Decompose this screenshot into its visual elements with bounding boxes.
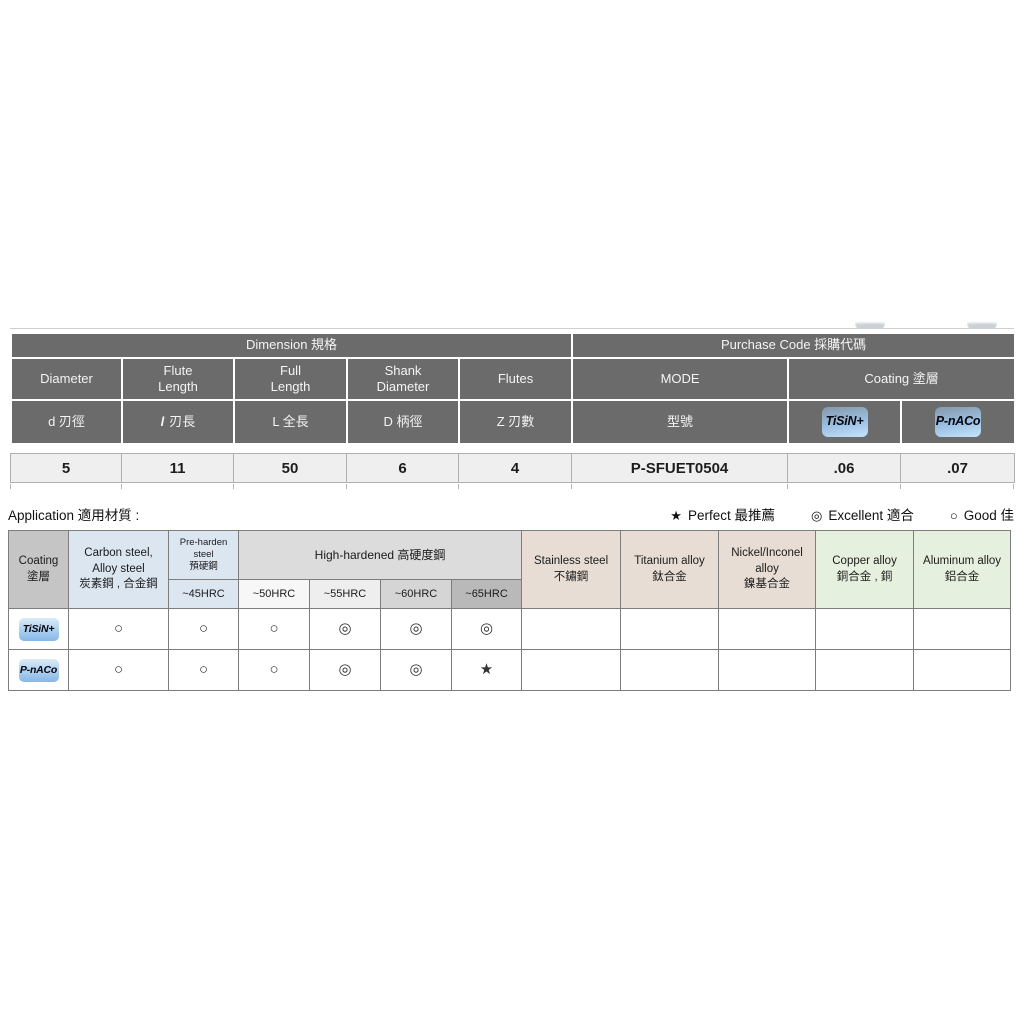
symbol-flute-length: l 刃長	[121, 399, 235, 445]
app-cell	[815, 608, 915, 650]
app-header-aluminum-alloy: Aluminum alloy 鋁合金	[913, 530, 1012, 609]
col-header-full-length: Full Length	[233, 357, 348, 401]
app-header-carbon-steel: Carbon steel, Alloy steel 炭素鋼 , 合金鋼	[68, 530, 169, 609]
app-cell: ★	[450, 649, 523, 691]
app-header-stainless-steel: Stainless steel 不鏽鋼	[521, 530, 622, 609]
purchase-code-group-header: Purchase Code 採購代碼	[571, 332, 1017, 359]
app-header-coating: Coating 塗層	[8, 530, 69, 609]
value-full-length: 50	[233, 453, 347, 483]
app-header-titanium-alloy: Titanium alloy 鈦合金	[620, 530, 720, 609]
application-section-title: Application 適用材質 :	[8, 508, 140, 523]
app-cell: ◎	[380, 608, 452, 650]
app-header-50hrc: ~50HRC	[238, 579, 310, 609]
app-header-preharden-steel: Pre-harden steel 預硬鋼	[168, 530, 239, 580]
pnaco-badge: P-nACo	[18, 658, 59, 682]
symbol-mode: 型號	[571, 399, 790, 445]
app-cell	[913, 649, 1012, 691]
app-cell	[718, 608, 817, 650]
app-cell: ○	[68, 608, 169, 650]
app-cell	[620, 649, 720, 691]
value-shank-diameter: 6	[346, 453, 459, 483]
tisin-badge-cell: TiSiN+	[787, 399, 903, 445]
app-cell	[521, 649, 622, 691]
value-flute-length: 11	[121, 453, 234, 483]
app-header-copper-alloy: Copper alloy 銅合金 , 銅	[815, 530, 915, 609]
app-header-60hrc: ~60HRC	[380, 579, 452, 609]
col-header-flute-length: Flute Length	[121, 357, 235, 401]
app-cell: ○	[238, 608, 310, 650]
app-header-high-hardened: High-hardened 高硬度鋼	[237, 530, 523, 580]
app-cell: ◎	[309, 608, 381, 650]
value-tisin-code: .06	[787, 453, 901, 483]
app-cell: ◎	[380, 649, 452, 691]
legend-label: Excellent 適合	[828, 508, 914, 523]
app-header-nickel-inconel-alloy: Nickel/Inconel alloy 鎳基合金	[718, 530, 817, 609]
value-pnaco-code: .07	[900, 453, 1015, 483]
legend-label: Good 佳	[963, 508, 1014, 523]
app-cell: ◎	[450, 608, 523, 650]
cropped-badge-remnant	[967, 321, 997, 329]
app-cell: ○	[68, 649, 169, 691]
circle-icon: ○	[949, 508, 958, 523]
symbol-full-length: L 全長	[233, 399, 348, 445]
flute-length-letter-icon: l	[160, 413, 165, 429]
cropped-row-divider	[10, 328, 1014, 329]
row-badge-cell: P-nACo	[8, 649, 69, 691]
spec-header-table: Dimension 規格 Purchase Code 採購代碼 Diameter…	[9, 332, 1017, 445]
app-cell: ○	[168, 649, 239, 691]
app-cell	[718, 649, 817, 691]
app-cell	[815, 649, 915, 691]
rating-legend: ★ Perfect 最推薦 ◎ Excellent 適合 ○ Good 佳	[560, 504, 1014, 524]
app-row-tisin: TiSiN+ ○ ○ ○ ◎ ◎ ◎	[8, 608, 1012, 650]
value-diameter: 5	[10, 453, 122, 483]
value-mode: P-SFUET0504	[571, 453, 788, 483]
spec-data-table: 5 11 50 6 4 P-SFUET0504 .06 .07	[10, 453, 1015, 483]
tisin-badge: TiSiN+	[18, 617, 59, 641]
pnaco-badge-cell: P-nACo	[900, 399, 1017, 445]
double-circle-icon: ◎	[810, 508, 823, 523]
app-cell	[521, 608, 622, 650]
app-cell	[913, 608, 1012, 650]
app-row-pnaco: P-nACo ○ ○ ○ ◎ ◎ ★	[8, 649, 1012, 691]
symbol-flutes: Z 刃數	[457, 399, 574, 445]
app-header-55hrc: ~55HRC	[309, 579, 381, 609]
app-cell: ○	[238, 649, 310, 691]
star-icon: ★	[670, 508, 682, 523]
spec-data-row: 5 11 50 6 4 P-SFUET0504 .06 .07	[10, 453, 1015, 483]
app-cell	[620, 608, 720, 650]
pnaco-badge: P-nACo	[935, 407, 982, 437]
cropped-badge-remnant	[855, 321, 885, 329]
legend-item-excellent: ◎ Excellent 適合	[811, 504, 914, 524]
col-header-flutes: Flutes	[457, 357, 574, 401]
legend-item-good: ○ Good 佳	[950, 504, 1014, 524]
app-header-65hrc: ~65HRC	[450, 579, 523, 609]
col-header-diameter: Diameter	[10, 357, 123, 401]
value-flutes: 4	[458, 453, 572, 483]
symbol-diameter: d 刃徑	[10, 399, 123, 445]
legend-label: Perfect 最推薦	[687, 508, 775, 523]
col-header-coating: Coating 塗層	[787, 357, 1017, 401]
app-cell: ○	[168, 608, 239, 650]
tisin-badge: TiSiN+	[821, 407, 868, 437]
col-header-mode: MODE	[571, 357, 790, 401]
col-header-shank-diameter: Shank Diameter	[346, 357, 460, 401]
app-header-45hrc: ~45HRC	[168, 579, 239, 609]
symbol-shank-diameter: D 柄徑	[346, 399, 460, 445]
app-cell: ◎	[309, 649, 381, 691]
application-table: Coating 塗層 Carbon steel, Alloy steel 炭素鋼…	[8, 530, 1012, 691]
dimension-group-header: Dimension 規格	[9, 332, 574, 359]
row-badge-cell: TiSiN+	[8, 608, 69, 650]
symbol-flute-length-label: 刃長	[169, 413, 196, 429]
legend-item-perfect: ★ Perfect 最推薦	[670, 504, 775, 524]
